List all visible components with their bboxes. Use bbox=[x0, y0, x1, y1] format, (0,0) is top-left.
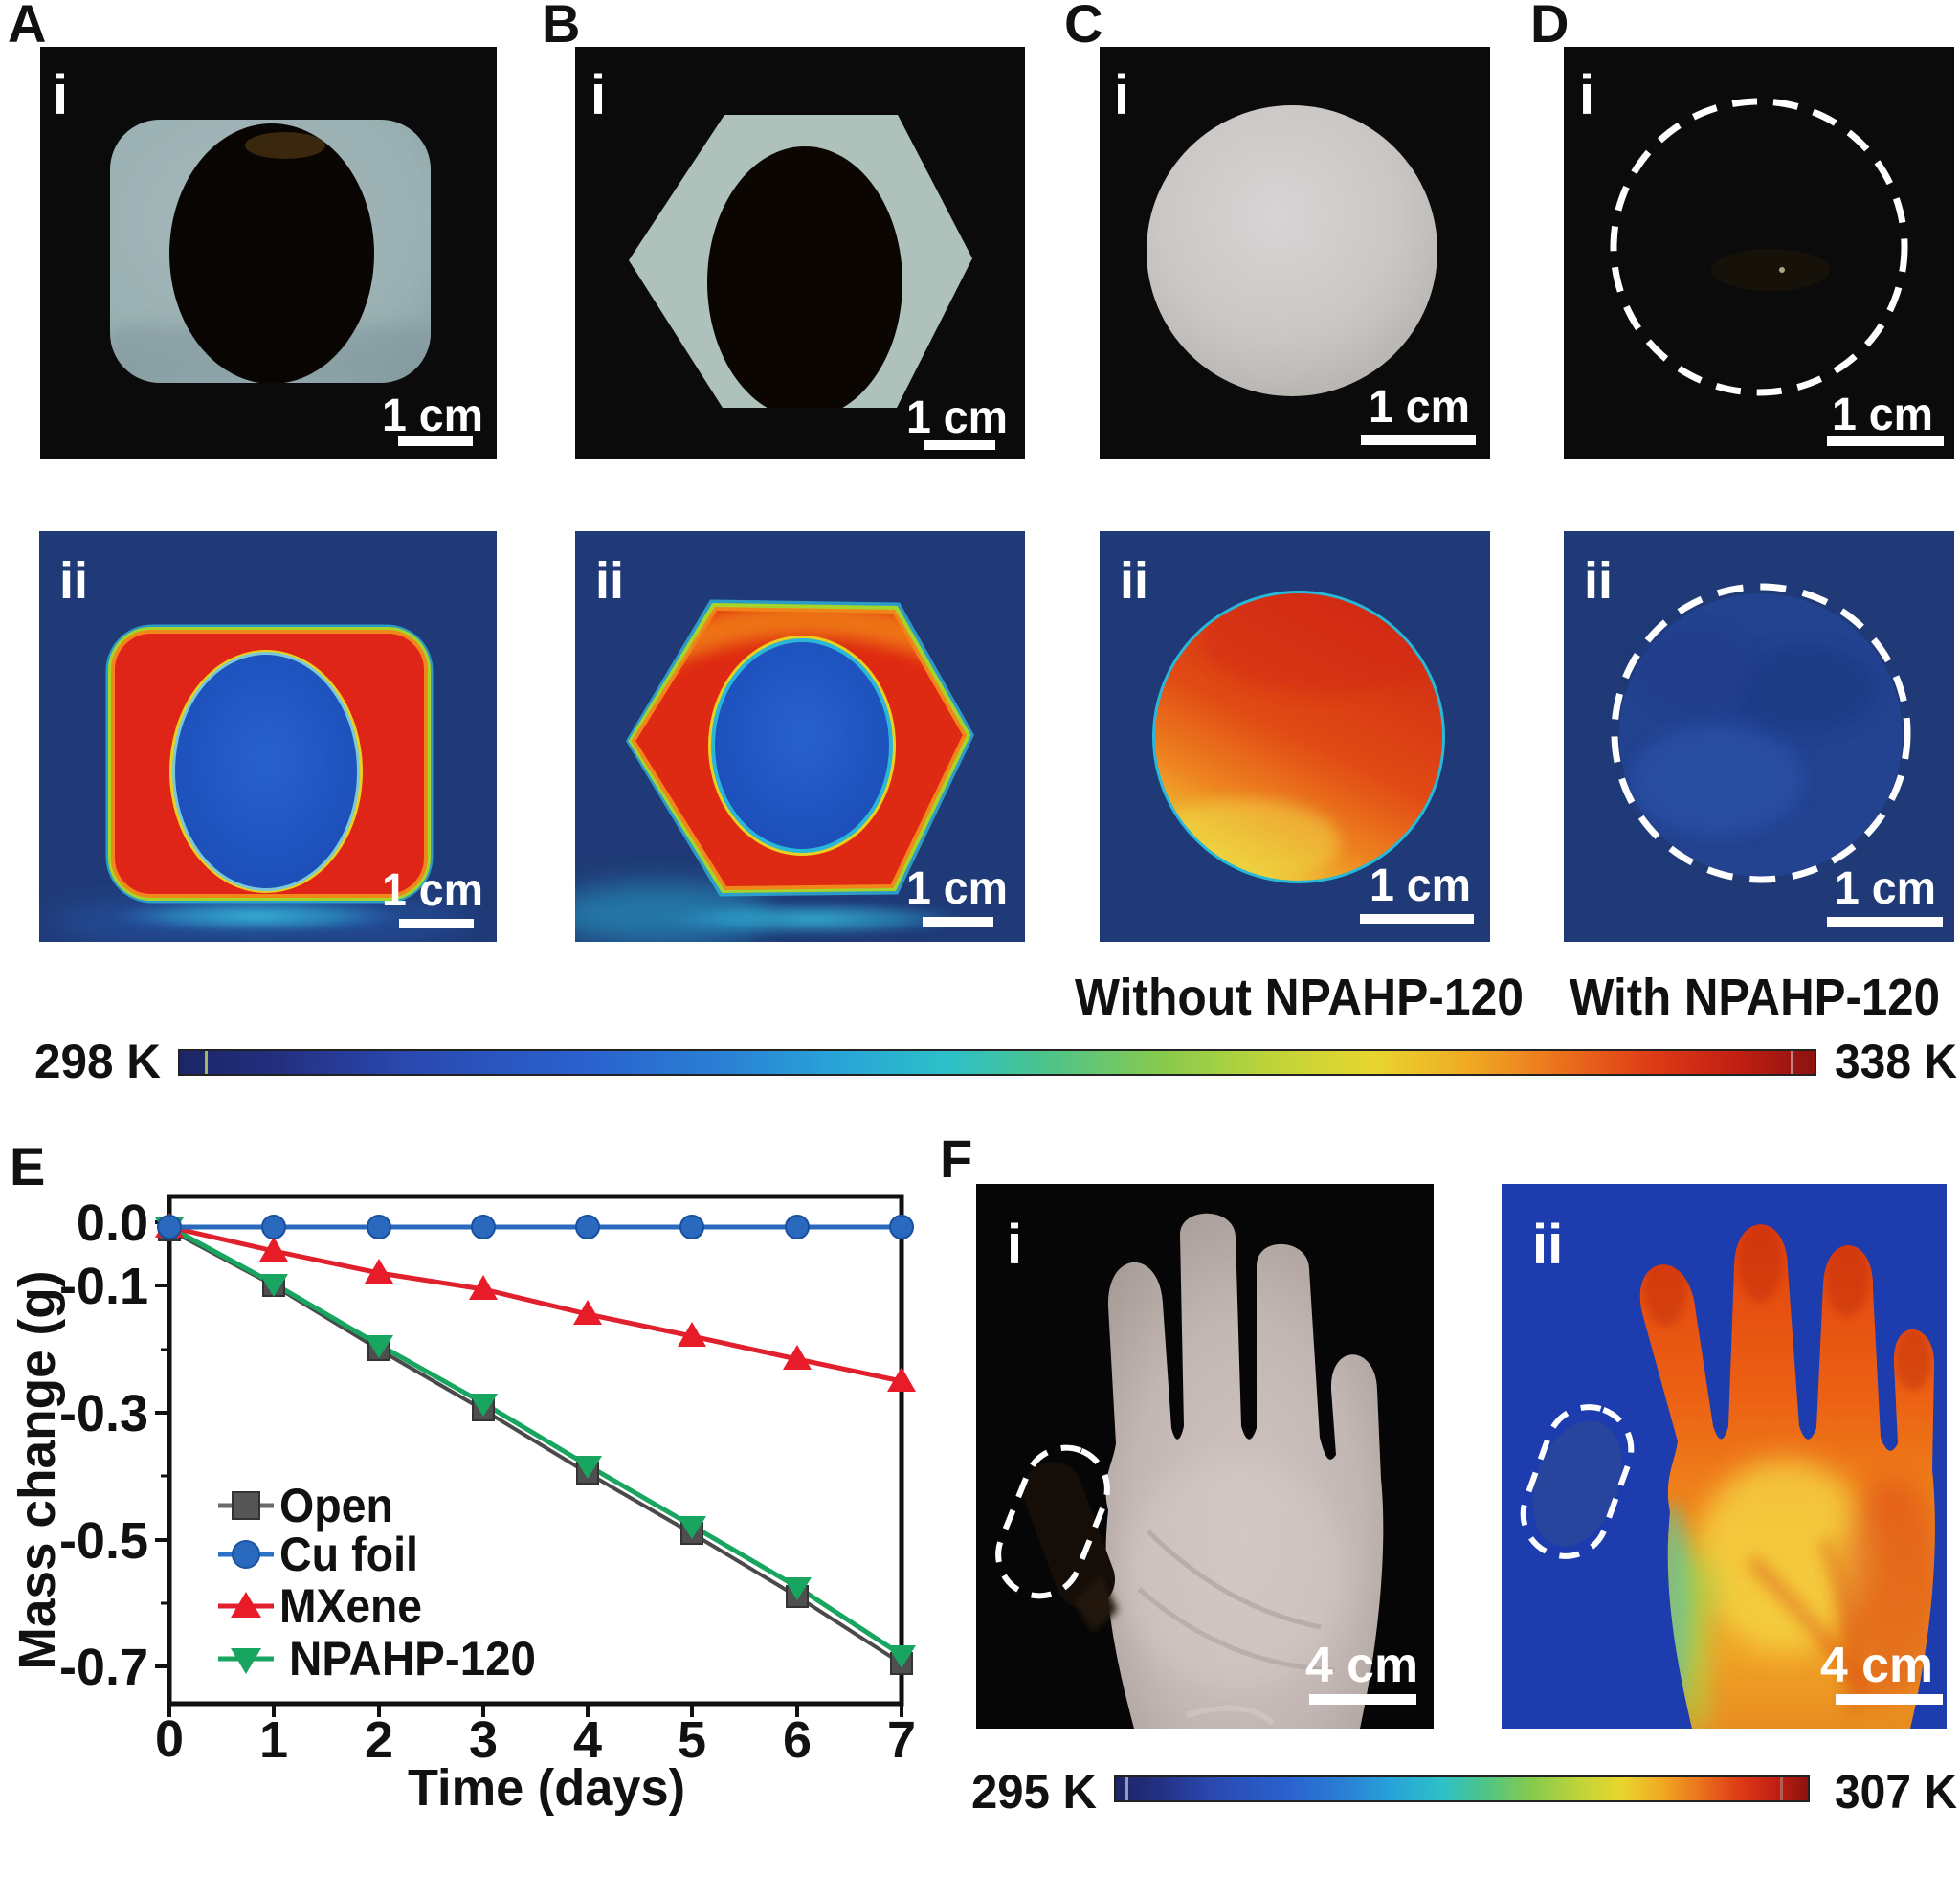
svg-text:1 cm: 1 cm bbox=[1369, 382, 1470, 433]
svg-text:1 cm: 1 cm bbox=[906, 392, 1008, 443]
svg-text:MXene: MXene bbox=[279, 1579, 422, 1633]
svg-text:ii: ii bbox=[1532, 1214, 1563, 1276]
svg-text:With NPAHP-120: With NPAHP-120 bbox=[1570, 969, 1940, 1026]
svg-text:5: 5 bbox=[678, 1711, 706, 1769]
svg-text:1 cm: 1 cm bbox=[1370, 860, 1471, 911]
svg-text:i: i bbox=[1579, 64, 1594, 126]
svg-text:C: C bbox=[1064, 0, 1102, 54]
svg-text:1 cm: 1 cm bbox=[382, 865, 483, 916]
svg-text:0: 0 bbox=[155, 1710, 184, 1768]
svg-text:Without NPAHP-120: Without NPAHP-120 bbox=[1075, 969, 1524, 1026]
svg-text:2: 2 bbox=[365, 1711, 393, 1769]
svg-text:D: D bbox=[1530, 0, 1569, 54]
svg-text:i: i bbox=[53, 64, 68, 126]
svg-text:295 K: 295 K bbox=[971, 1765, 1097, 1819]
svg-text:1 cm: 1 cm bbox=[906, 863, 1008, 914]
svg-text:ii: ii bbox=[1120, 552, 1148, 610]
svg-text:1 cm: 1 cm bbox=[1835, 863, 1936, 914]
svg-text:Cu foil: Cu foil bbox=[279, 1528, 418, 1581]
svg-text:3: 3 bbox=[469, 1711, 498, 1769]
svg-text:A: A bbox=[8, 0, 46, 54]
svg-text:i: i bbox=[590, 64, 606, 126]
svg-text:4: 4 bbox=[573, 1711, 602, 1769]
svg-text:0.0: 0.0 bbox=[77, 1195, 148, 1252]
svg-text:4 cm: 4 cm bbox=[1305, 1638, 1418, 1693]
svg-text:1 cm: 1 cm bbox=[382, 391, 483, 441]
svg-text:-0.1: -0.1 bbox=[59, 1258, 148, 1315]
svg-text:307 K: 307 K bbox=[1835, 1765, 1957, 1819]
svg-text:298 K: 298 K bbox=[34, 1035, 161, 1088]
svg-text:4 cm: 4 cm bbox=[1820, 1638, 1933, 1693]
svg-text:7: 7 bbox=[887, 1711, 916, 1769]
svg-text:B: B bbox=[542, 0, 580, 54]
svg-text:1: 1 bbox=[259, 1711, 288, 1769]
svg-text:-0.3: -0.3 bbox=[59, 1385, 148, 1442]
svg-text:ii: ii bbox=[59, 552, 88, 610]
svg-text:F: F bbox=[940, 1128, 972, 1189]
svg-text:Time (days): Time (days) bbox=[408, 1759, 685, 1817]
svg-text:-0.7: -0.7 bbox=[59, 1639, 148, 1696]
svg-text:ii: ii bbox=[595, 552, 624, 610]
svg-text:Open: Open bbox=[279, 1479, 393, 1532]
svg-text:E: E bbox=[10, 1136, 45, 1196]
svg-text:Mass change (g): Mass change (g) bbox=[9, 1271, 66, 1670]
svg-text:1 cm: 1 cm bbox=[1832, 390, 1933, 440]
svg-text:NPAHP-120: NPAHP-120 bbox=[289, 1632, 536, 1686]
svg-text:338 K: 338 K bbox=[1835, 1035, 1957, 1088]
svg-text:6: 6 bbox=[783, 1711, 812, 1769]
svg-text:i: i bbox=[1114, 64, 1129, 126]
svg-text:ii: ii bbox=[1584, 552, 1613, 610]
svg-text:i: i bbox=[1007, 1214, 1022, 1276]
svg-text:-0.5: -0.5 bbox=[59, 1512, 148, 1570]
